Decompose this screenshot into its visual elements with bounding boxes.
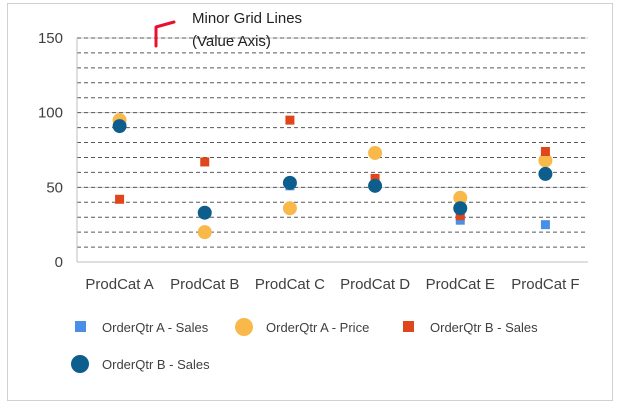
data-point-square [455, 211, 465, 221]
data-point-circle [112, 119, 127, 134]
data-point-square [370, 173, 380, 183]
annotation-subtitle: (Value Axis) [192, 33, 271, 50]
grid-lines [77, 37, 588, 248]
y-tick-labels: 0 50 100 150 [38, 30, 63, 271]
data-point-circle [282, 175, 297, 190]
data-point-circle [282, 201, 297, 216]
y-tick-label: 100 [38, 105, 63, 122]
annotation-bracket [154, 20, 176, 48]
x-category-label: ProdCat E [426, 276, 495, 293]
data-point-circle [453, 201, 468, 216]
data-point-circle [538, 153, 553, 168]
annotation-title: Minor Grid Lines [192, 10, 302, 27]
x-category-label: ProdCat D [340, 276, 410, 293]
legend-marker-circle [235, 318, 253, 336]
y-tick-label: 0 [55, 254, 63, 271]
x-category-label: ProdCat F [511, 276, 579, 293]
x-category-label: ProdCat C [255, 276, 325, 293]
data-point-circle [197, 205, 212, 220]
data-point-circle [368, 145, 383, 160]
data-point-square [200, 157, 210, 167]
minor-grid-annotation: Minor Grid Lines (Value Axis) [154, 10, 302, 50]
legend-label: OrderQtr B - Sales [430, 320, 538, 335]
legend-label: OrderQtr B - Sales [102, 357, 210, 372]
x-category-labels: ProdCat A ProdCat B ProdCat C ProdCat D Prod… [85, 276, 579, 293]
data-point-circle [368, 178, 383, 193]
data-point-circle [197, 225, 212, 240]
legend-marker-square [403, 321, 414, 332]
data-point-circle [453, 190, 468, 205]
legend-marker-square [75, 321, 86, 332]
legend-label: OrderQtr A - Sales [102, 320, 209, 335]
legend-label: OrderQtr A - Price [266, 320, 369, 335]
data-point-square [540, 146, 550, 156]
data-point-circle [538, 166, 553, 181]
y-tick-label: 150 [38, 30, 63, 47]
legend: OrderQtr A - Sales OrderQtr A - Price Orde… [71, 318, 538, 373]
x-category-label: ProdCat B [170, 276, 239, 293]
data-points [112, 113, 553, 240]
axes [76, 38, 588, 263]
x-category-label: ProdCat A [85, 276, 153, 293]
y-tick-label: 50 [46, 179, 63, 196]
data-point-square [115, 194, 125, 204]
data-point-square [540, 220, 550, 230]
data-point-square [285, 115, 295, 125]
legend-marker-circle [71, 355, 89, 373]
